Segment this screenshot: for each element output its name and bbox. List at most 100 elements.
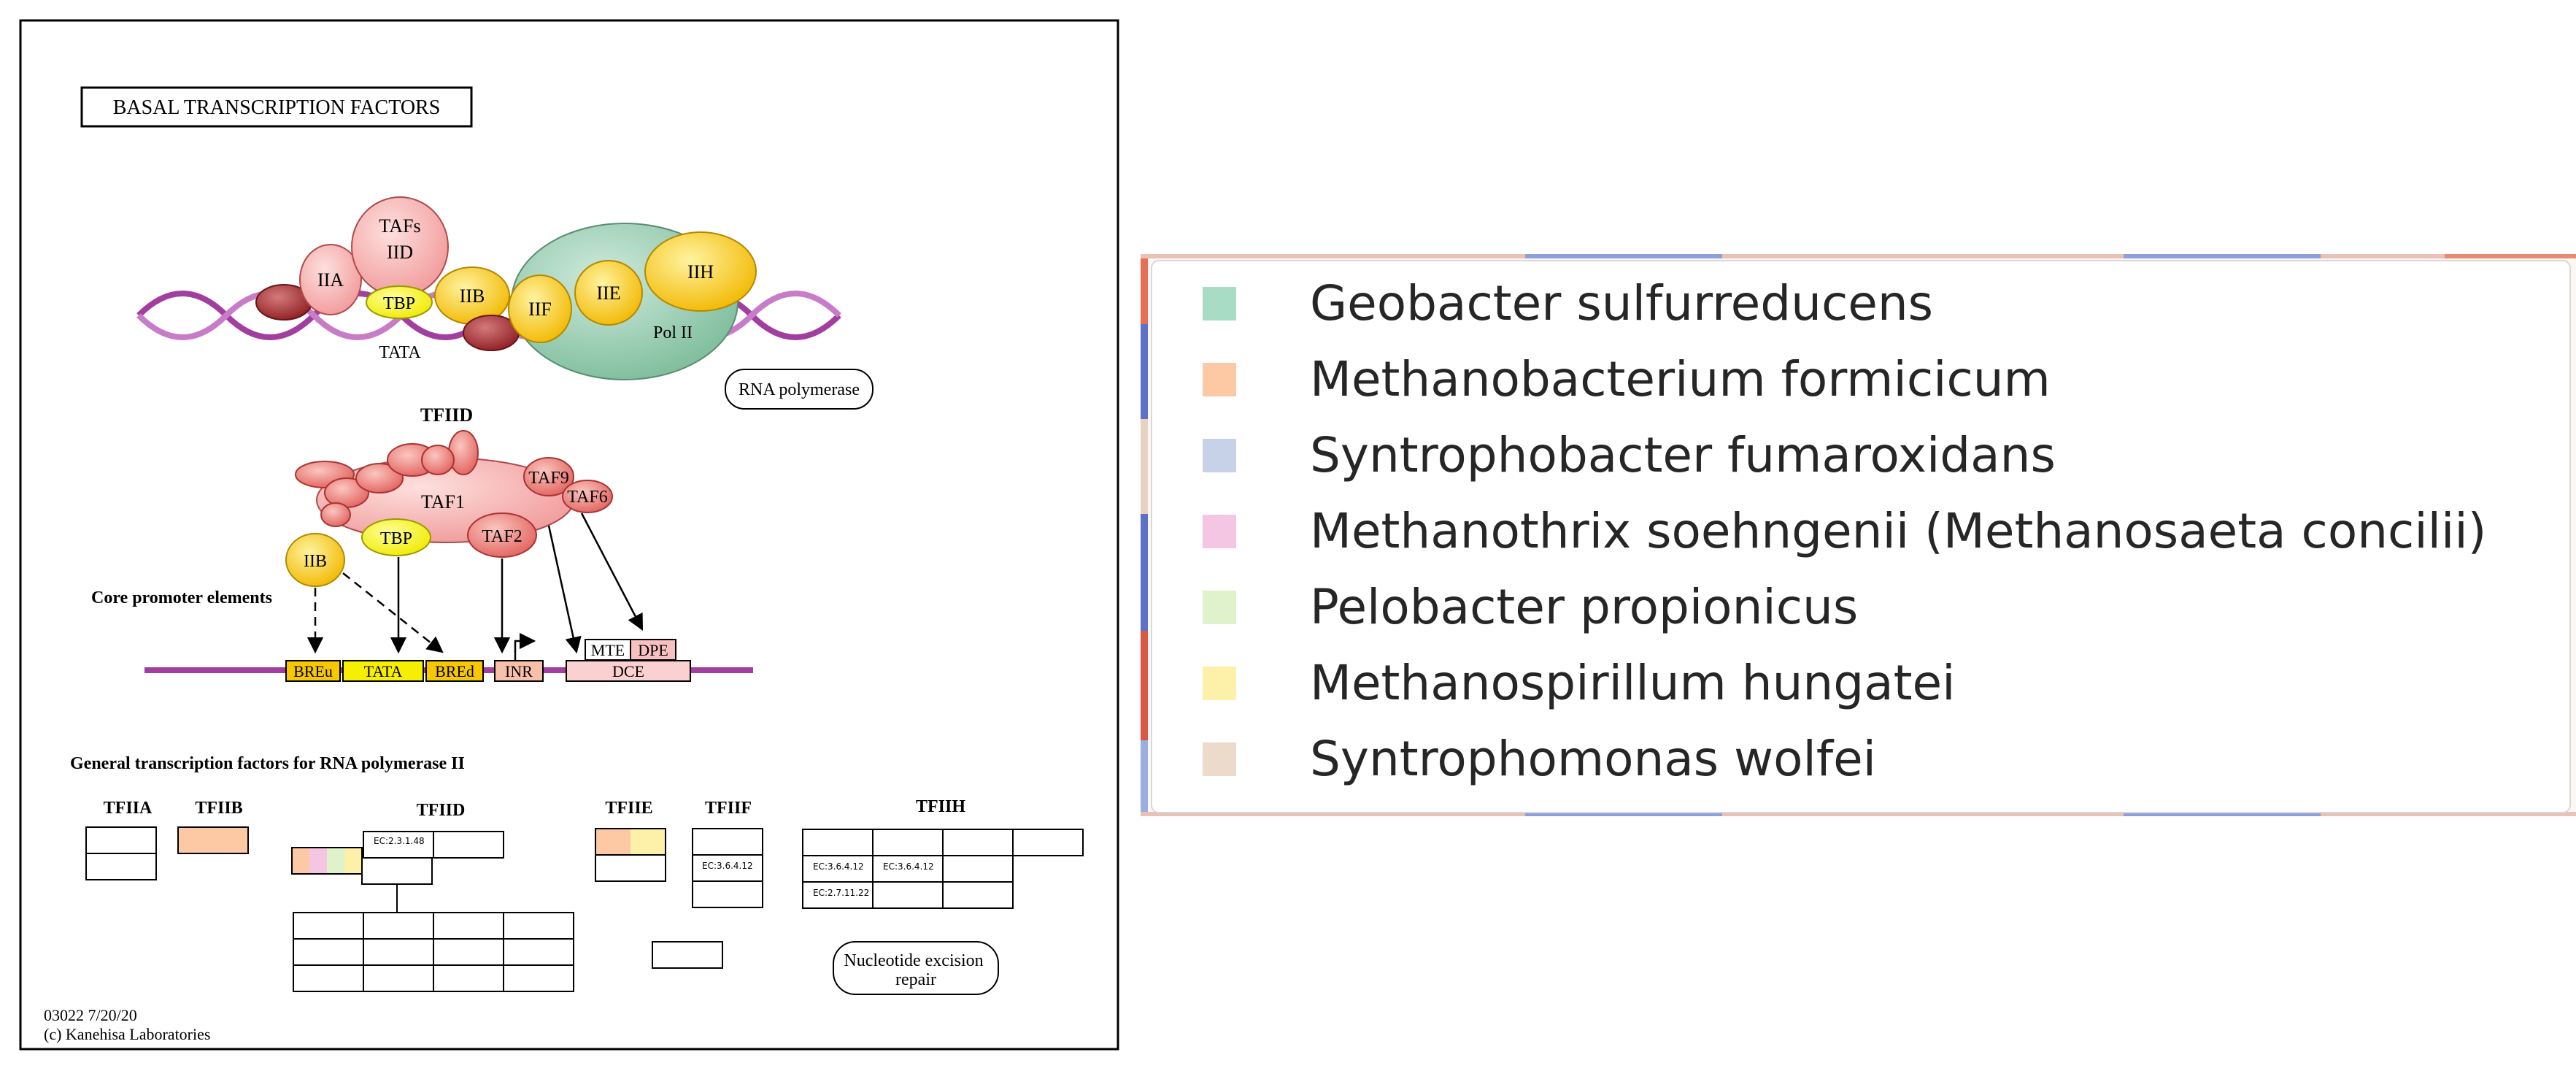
tfiid-tbp-label: TBP: [380, 529, 412, 548]
dce-box[interactable]: [566, 660, 691, 682]
inr-label: INR: [505, 662, 533, 680]
tfiib-label: TFIIB: [195, 799, 242, 818]
legend-swatch: [1203, 515, 1236, 548]
taf9-shape: [523, 457, 574, 496]
legend-entry: Geobacter sulfurreducens: [1203, 275, 1933, 331]
taf-blob: [320, 502, 351, 527]
iia-label: IIA: [317, 269, 344, 291]
legend-label: Pelobacter propionicus: [1310, 579, 1858, 635]
legend-items: Geobacter sulfurreducens Methanobacterium…: [1203, 275, 2486, 787]
tfiid-gene-grid[interactable]: [293, 912, 574, 992]
map-title-box: [80, 86, 473, 128]
ec-tfiid: EC:2.3.1.48: [374, 836, 425, 846]
gene-box-multicolor[interactable]: [595, 828, 666, 856]
map-title: BASAL TRANSCRIPTION FACTORS: [113, 96, 441, 119]
legend-swatch: [1203, 742, 1236, 776]
dce-label: DCE: [612, 662, 644, 680]
gene-box[interactable]: [692, 828, 763, 856]
tfiia-label: TFIIA: [104, 799, 153, 818]
iif-label: IIF: [528, 299, 552, 320]
legend-entry: Methanospirillum hungatei: [1203, 655, 1955, 711]
ner-label: Nucleotide excision repair: [844, 951, 987, 989]
taf6-label: TAF6: [567, 488, 607, 507]
core-promoter: BREu TATA BREd INR MTE DPE DCE: [144, 632, 753, 682]
legend-entry: Pelobacter propionicus: [1203, 579, 1858, 635]
gtf-heading: General transcription factors for RNA po…: [70, 754, 465, 773]
tbp-shape: [366, 285, 433, 319]
mte-label: MTE: [591, 641, 625, 659]
taf2-shape: [467, 513, 537, 558]
legend-entry: Syntrophomonas wolfei: [1203, 731, 1876, 787]
tss-arrow: [514, 632, 536, 661]
tfiif-group: TFIIF EC:3.6.4.12: [692, 799, 763, 908]
gene-box[interactable]: [361, 857, 433, 885]
tfiid-iib-shape: [285, 533, 345, 587]
tfiih-gene-grid[interactable]: [802, 829, 1084, 909]
pathway-map: BASAL TRANSCRIPTION FACTORS Pol II IIA T…: [19, 19, 1119, 1051]
iib-label: IIB: [460, 285, 485, 307]
bred-label: BREd: [435, 662, 474, 680]
gene-box[interactable]: [652, 941, 723, 969]
gene-box[interactable]: [85, 853, 157, 880]
rna-polymerase-label: RNA polymerase: [739, 380, 860, 399]
bred-box[interactable]: [425, 660, 484, 682]
tata-label: TATA: [379, 343, 421, 362]
tfiif-label: TFIIF: [705, 799, 752, 818]
rna-polymerase-box[interactable]: [725, 369, 874, 410]
taf-blob: [355, 463, 404, 494]
tfiie-label: TFIIE: [605, 799, 652, 818]
gene-box[interactable]: [433, 831, 504, 859]
tfiih-label: TFIIH: [916, 797, 965, 816]
tfiia-group: TFIIA: [85, 799, 157, 880]
gene-box[interactable]: [692, 880, 763, 908]
promoter-arrows: [306, 513, 644, 654]
ner-link-box[interactable]: [833, 941, 999, 995]
legend-entry: Syntrophobacter fumaroxidans: [1203, 427, 2056, 483]
map-footer-id: 03022 7/20/20: [44, 1006, 137, 1024]
iia-shape: [299, 244, 362, 315]
core-promoter-label: Core promoter elements: [91, 588, 272, 607]
tfiid-label: TFIID: [417, 801, 466, 820]
dpe-label: DPE: [638, 641, 668, 659]
pol2-label: Pol II: [653, 323, 693, 342]
tfiid-detail: TFIID TAF1 TAF9 TAF6 TBP TAF2 IIB: [285, 404, 613, 587]
gene-box-multicolor[interactable]: [291, 847, 363, 875]
tfiid-iib-label: IIB: [304, 552, 327, 571]
legend-entry: Methanothrix soehngenii (Methanosaeta co…: [1203, 503, 2486, 559]
legend-swatch: [1203, 591, 1236, 624]
legend-label: Methanobacterium formicicum: [1310, 351, 2051, 407]
iih-label: IIH: [687, 261, 714, 283]
legend-label: Methanospirillum hungatei: [1310, 655, 1955, 711]
taf-blob: [448, 430, 479, 475]
gene-box-highlighted[interactable]: [177, 826, 249, 854]
taf6-shape: [562, 480, 613, 513]
ec-tfiif: EC:3.6.4.12: [702, 861, 753, 871]
breu-label: BREu: [293, 662, 333, 680]
legend-entry: Methanobacterium formicicum: [1203, 351, 2051, 407]
tfiih-group: TFIIH EC:3.6.4.12 EC:3.6.4.12 EC:2.7.11.…: [802, 797, 1084, 909]
inr-box[interactable]: [494, 660, 544, 682]
gene-box[interactable]: [595, 854, 666, 882]
tata-box-label: TATA: [364, 662, 403, 680]
iie-label: IIE: [596, 283, 620, 304]
legend-label: Methanothrix soehngenii (Methanosaeta co…: [1310, 503, 2486, 559]
tfiib-group: TFIIB: [177, 799, 249, 854]
breu-box[interactable]: [285, 660, 341, 682]
legend-label: Syntrophomonas wolfei: [1310, 731, 1876, 787]
ec-tfiih-2: EC:3.6.4.12: [883, 861, 934, 872]
tfiid-tbp-shape: [361, 518, 431, 556]
legend-stripes: [1141, 254, 2576, 816]
legend-swatch: [1203, 363, 1236, 396]
tbp-label: TBP: [383, 294, 415, 313]
legend-label: Syntrophobacter fumaroxidans: [1310, 427, 2056, 483]
gene-box[interactable]: [692, 854, 763, 882]
iid-label: IID: [387, 242, 413, 263]
species-legend: Geobacter sulfurreducens Methanobacterium…: [1141, 254, 2576, 816]
tata-box[interactable]: [342, 660, 424, 682]
ec-tfiih-1: EC:3.6.4.12: [813, 861, 864, 872]
legend-swatch: [1203, 667, 1236, 700]
tfiie-group: TFIIE: [595, 799, 666, 882]
gene-box[interactable]: [85, 826, 157, 854]
iih-shape: [644, 231, 757, 312]
iif-shape: [508, 275, 572, 343]
